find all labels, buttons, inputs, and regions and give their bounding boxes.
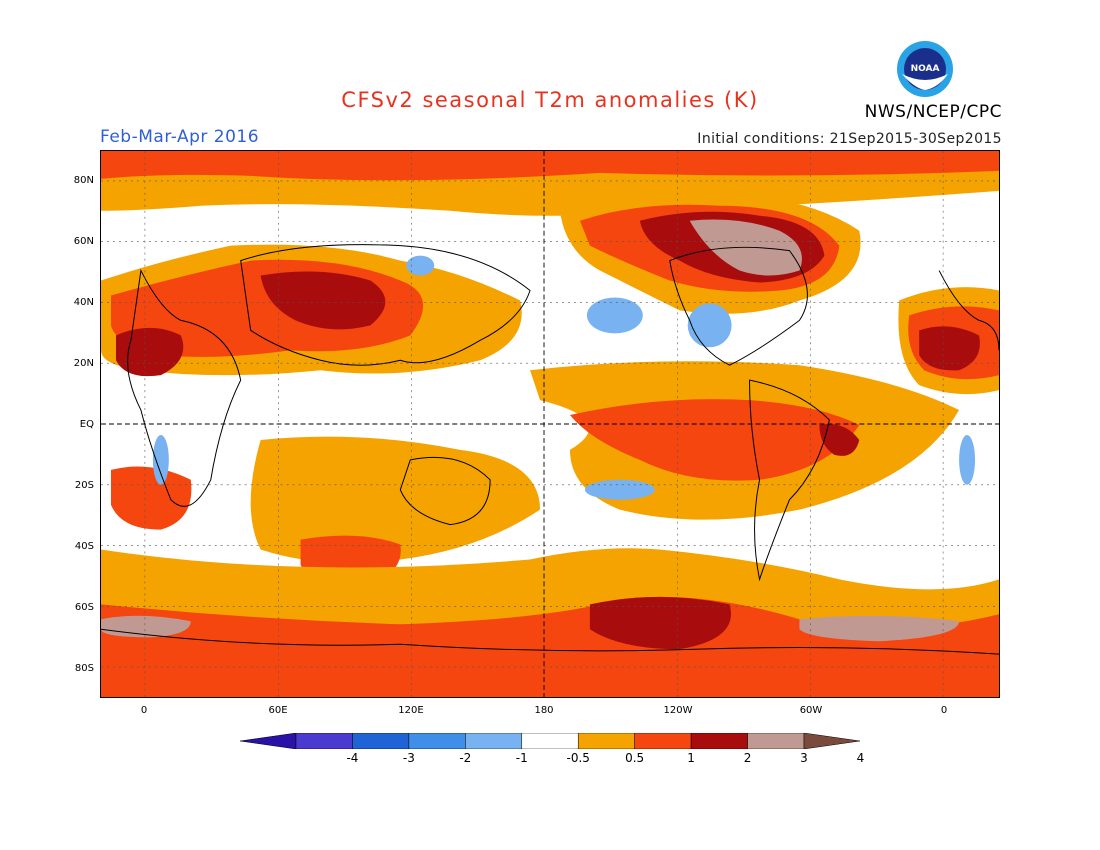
indian-ocean-orange: [250, 436, 541, 563]
colorbar-tick-label: 2: [743, 751, 752, 765]
colorbar-tick-label: 4: [856, 751, 865, 765]
lon-label: 60E: [268, 705, 288, 716]
china-cool: [406, 255, 435, 276]
lat-label: 60S: [74, 602, 94, 613]
colorbar-segment: [295, 733, 353, 749]
colorbar-tick-label: -0.5: [566, 751, 590, 765]
us-cool: [687, 303, 732, 348]
colorbar-segment: [352, 733, 410, 749]
asia-darkred: [260, 271, 386, 330]
colorbar: [240, 733, 860, 749]
lat-label: 80N: [73, 175, 94, 186]
lat-label: 40S: [74, 541, 94, 552]
south-pacific-cool: [584, 479, 655, 500]
colorbar-tick-label: 0.5: [625, 751, 645, 765]
colorbar-tick-label: 3: [800, 751, 808, 765]
colorbar-tick-label: -3: [402, 751, 415, 765]
arctic-red-band: [101, 151, 999, 181]
africa-cool: [152, 434, 169, 485]
season-label: Feb-Mar-Apr 2016: [100, 127, 260, 147]
colorbar-segment: [690, 733, 748, 749]
colorbar-tick-label: 1: [687, 751, 695, 765]
colorbar-high-extend: [803, 733, 860, 749]
colorbar-tick-label: -1: [515, 751, 528, 765]
colorbar-segment: [465, 733, 523, 749]
colorbar-segments: [240, 733, 860, 749]
north-pacific-cool: [586, 297, 643, 334]
reference-lines: [101, 151, 999, 697]
sahara-right-darkred: [919, 326, 980, 371]
colorbar-segment: [521, 733, 579, 749]
lat-label: 40N: [73, 297, 94, 308]
africa-south-red: [110, 466, 192, 530]
lat-label: 20S: [74, 480, 94, 491]
south-america-darkred: [819, 424, 860, 456]
lon-label: 120E: [398, 705, 424, 716]
lat-label: 60N: [73, 236, 94, 247]
colorbar-segment: [634, 733, 692, 749]
colorbar-segment: [747, 733, 805, 749]
antarctic-right-tan: [799, 615, 960, 642]
lon-label: 180: [534, 705, 554, 716]
southern-ocean-red: [101, 596, 999, 697]
africa-right-cool: [959, 434, 976, 485]
lon-label: 60W: [799, 705, 823, 716]
initial-conditions-label: Initial conditions: 21Sep2015-30Sep2015: [697, 131, 1002, 147]
sahara-darkred: [115, 327, 184, 377]
graticule: [101, 151, 999, 697]
coastlines: [101, 244, 999, 655]
colorbar-tick-label: -2: [459, 751, 472, 765]
noaa-logo: NOAA: [897, 41, 953, 97]
colorbar-segment: [577, 733, 635, 749]
chart-title: CFSv2 seasonal T2m anomalies (K): [341, 88, 759, 112]
enso-red: [569, 399, 860, 481]
lat-label: 20N: [73, 358, 94, 369]
colorbar-low-extend: [240, 733, 297, 749]
organization-label: NWS/NCEP/CPC: [864, 102, 1002, 122]
lat-label: 80S: [74, 663, 94, 674]
lon-label: 120W: [663, 705, 693, 716]
south-pacific-darkred: [589, 596, 732, 650]
noaa-logo-text: NOAA: [911, 64, 940, 74]
colorbar-segment: [408, 733, 466, 749]
anomaly-map: [100, 150, 1000, 698]
colorbar-tick-label: -4: [346, 751, 359, 765]
lon-label: 0: [940, 705, 948, 716]
lon-label: 0: [140, 705, 148, 716]
lat-label: EQ: [79, 419, 94, 430]
